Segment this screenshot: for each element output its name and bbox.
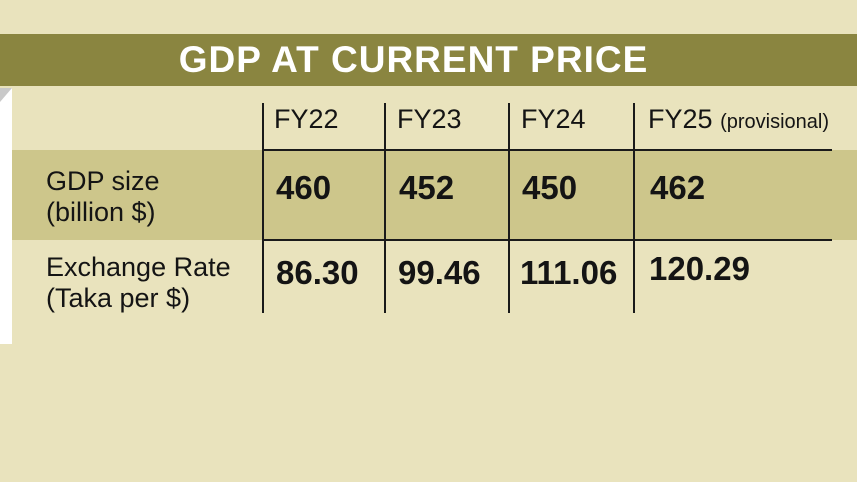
column-header-label: FY22: [274, 104, 339, 134]
column-header-note: (provisional): [720, 111, 829, 133]
column-header-label: FY23: [397, 104, 462, 134]
column-header-fy23: FY23: [397, 104, 462, 135]
cell-rate-fy22: 86.30: [276, 254, 359, 291]
left-edge-panel: [0, 88, 12, 344]
column-header-fy25: FY25 (provisional): [648, 104, 829, 135]
column-header-label: FY25: [648, 104, 713, 134]
cell-gdp-fy22: 460: [276, 169, 332, 206]
column-divider: [262, 103, 264, 313]
row-band-gdp: [12, 150, 857, 240]
cell-rate-fy25: 120.29: [649, 250, 750, 287]
header-rule: [262, 149, 832, 151]
column-divider: [384, 103, 386, 313]
cell-rate-fy24: 111.06: [520, 254, 618, 291]
title-banner: GDP AT CURRENT PRICE: [0, 34, 857, 86]
row-label-unit: (Taka per $): [46, 283, 191, 313]
column-divider: [508, 103, 510, 313]
cell-gdp-fy24: 450: [522, 169, 578, 206]
row-rule: [262, 239, 832, 241]
row-label-gdp-size: GDP size (billion $): [46, 166, 160, 228]
column-header-label: FY24: [521, 104, 586, 134]
cell-gdp-fy23: 452: [399, 169, 455, 206]
cell-rate-fy23: 99.46: [398, 254, 481, 291]
row-label-line: Exchange Rate: [46, 252, 231, 282]
column-header-fy24: FY24: [521, 104, 586, 135]
column-divider: [633, 103, 635, 313]
row-label-unit: (billion $): [46, 197, 156, 227]
left-edge-shadow: [0, 88, 12, 102]
column-header-fy22: FY22: [274, 104, 339, 135]
row-label-line: GDP size: [46, 166, 160, 196]
chart-title: GDP AT CURRENT PRICE: [178, 39, 649, 80]
row-label-exchange-rate: Exchange Rate (Taka per $): [46, 252, 231, 314]
cell-gdp-fy25: 462: [650, 169, 706, 206]
